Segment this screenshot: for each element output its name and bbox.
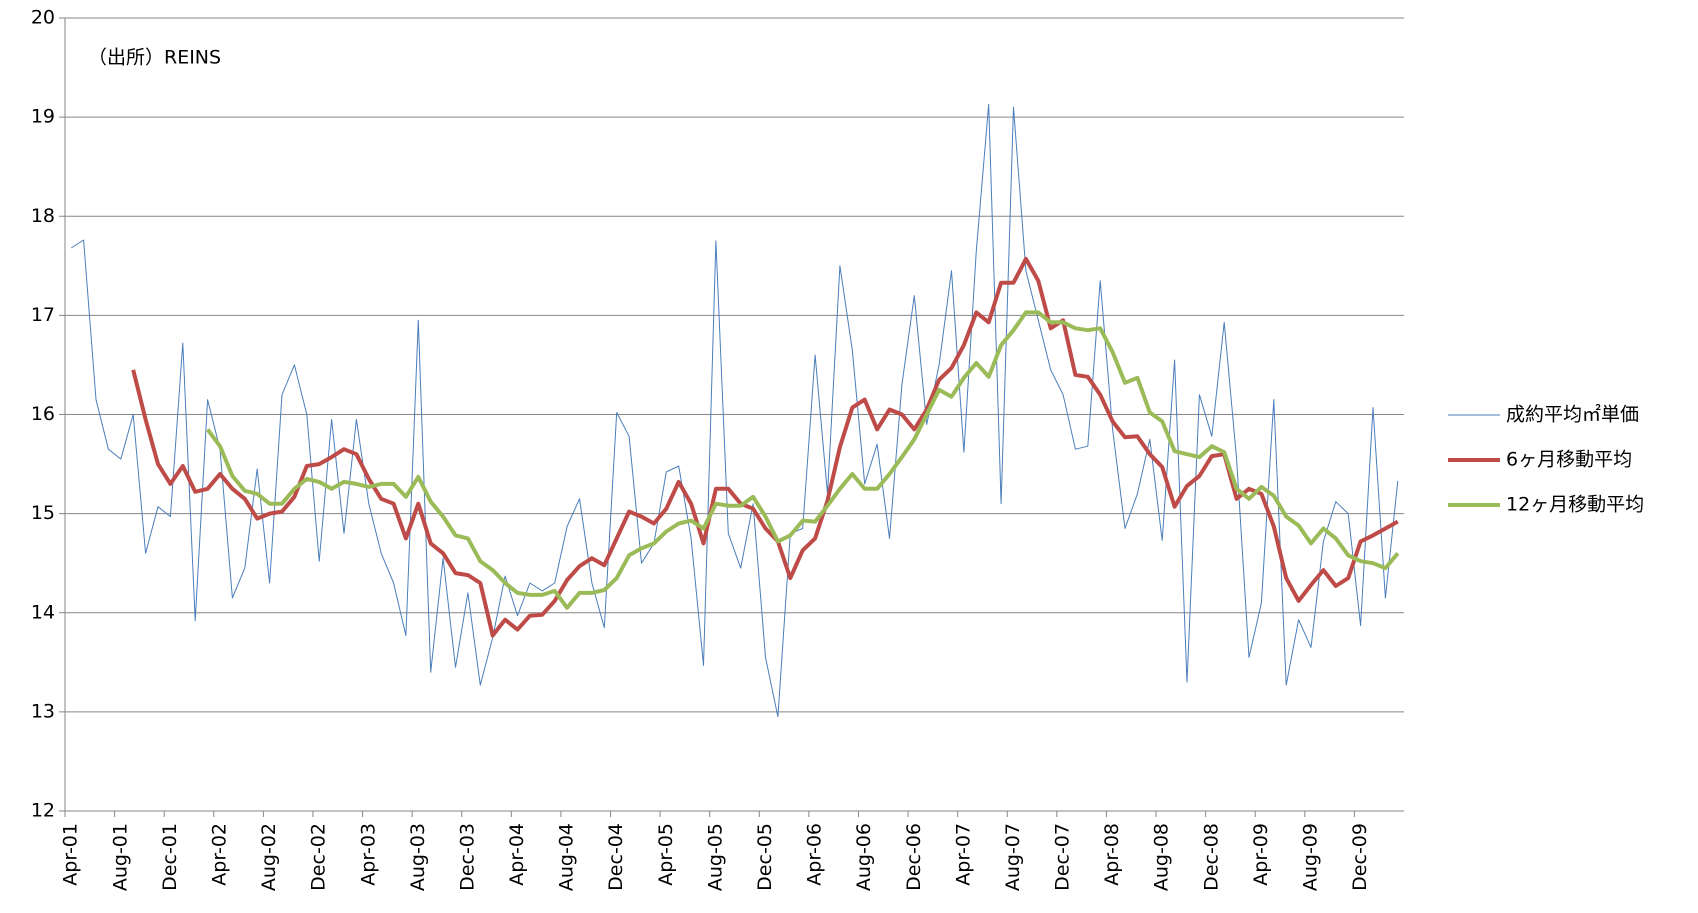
x-tick-label: Apr-03	[357, 823, 379, 886]
line-series	[205, 310, 1400, 610]
y-tick-label: 15	[31, 502, 55, 524]
x-tick-label: Aug-04	[556, 823, 578, 891]
x-tick-label: Dec-02	[308, 823, 330, 891]
x-tick-label: Aug-02	[258, 823, 280, 891]
line-series	[70, 103, 1399, 718]
x-tick-label: Aug-05	[704, 823, 726, 891]
x-tick-label: Dec-03	[456, 823, 478, 891]
x-tick-label: Apr-01	[60, 823, 82, 886]
y-tick-label: 18	[31, 205, 55, 227]
x-tick-label: Dec-06	[903, 823, 925, 891]
y-tick-label: 16	[31, 403, 55, 425]
y-tick-label: 19	[31, 106, 55, 128]
x-tick-label: Dec-05	[754, 823, 776, 891]
x-tick-label: Apr-06	[804, 823, 826, 886]
y-tick-label: 14	[31, 601, 55, 623]
x-tick-label: Aug-01	[109, 823, 131, 891]
annotation: （出所）REINS	[88, 47, 221, 69]
x-tick-label: Dec-01	[159, 823, 181, 891]
x-tick-label: Dec-08	[1200, 823, 1222, 891]
y-tick-label: 17	[31, 304, 55, 326]
x-tick-label: Apr-04	[506, 823, 528, 886]
y-tick-label: 13	[31, 700, 55, 722]
y-tick-label: 20	[31, 7, 55, 29]
x-tick-label: Aug-07	[1002, 823, 1024, 891]
x-tick-label: Dec-07	[1052, 823, 1074, 891]
legend-label: 6ヶ月移動平均	[1506, 449, 1632, 471]
y-tick-label: 12	[31, 800, 55, 822]
x-tick-label: Apr-05	[655, 823, 677, 886]
x-tick-label: Aug-03	[407, 823, 429, 891]
line-series	[131, 256, 1399, 638]
x-tick-label: Aug-08	[1151, 823, 1173, 891]
legend-label: 成約平均㎡単価	[1506, 403, 1639, 426]
x-tick-label: Aug-06	[853, 823, 875, 891]
x-tick-label: Apr-08	[1101, 823, 1123, 886]
x-tick-label: Apr-09	[1250, 823, 1272, 886]
x-tick-label: Aug-09	[1300, 823, 1322, 891]
x-tick-label: Dec-09	[1349, 823, 1371, 891]
x-tick-label: Apr-02	[208, 823, 230, 886]
legend-label: 12ヶ月移動平均	[1506, 494, 1644, 516]
x-tick-label: Dec-04	[605, 823, 627, 891]
x-tick-label: Apr-07	[952, 823, 974, 886]
